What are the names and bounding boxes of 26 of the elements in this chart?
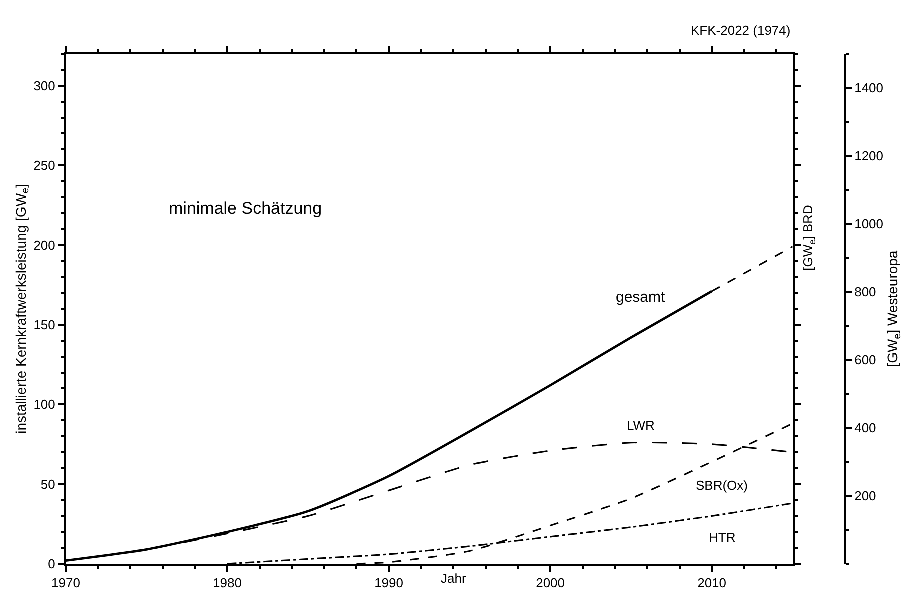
x-tick-label: 1980 <box>213 576 242 591</box>
x-tick-label: 1990 <box>374 576 404 591</box>
x-tick-label: 1970 <box>52 576 80 591</box>
series-label: gesamt <box>616 289 666 306</box>
y2-tick-label: 400 <box>854 420 876 436</box>
y2-tick-label: 1400 <box>854 80 884 96</box>
text: KFK-2022 (1974) <box>691 23 791 38</box>
y-tick-label: 250 <box>34 158 56 174</box>
x-tick-label: 2000 <box>536 576 565 591</box>
x-axis-title: Jahr <box>441 571 467 586</box>
y-tick-label: 100 <box>34 397 56 412</box>
y-tick-label: 200 <box>34 238 56 253</box>
y2-tick-label: 1000 <box>854 216 884 232</box>
y2-tick-label: 1200 <box>854 148 884 164</box>
y-tick-label: 50 <box>40 476 56 492</box>
y-tick-label: 300 <box>34 78 56 94</box>
y-tick-label: 150 <box>34 317 56 332</box>
y2-tick-label: 600 <box>854 352 876 368</box>
series-label: HTR <box>709 530 736 545</box>
x-tick-label: 2010 <box>698 576 727 591</box>
annotation: minimale Schätzung <box>169 199 322 218</box>
series-label: SBR(Ox) <box>696 478 748 493</box>
series-label: LWR <box>627 418 655 433</box>
y2-tick-label: 200 <box>854 488 876 504</box>
y-tick-label: 0 <box>48 556 56 572</box>
y2-tick-label: 800 <box>854 284 876 300</box>
